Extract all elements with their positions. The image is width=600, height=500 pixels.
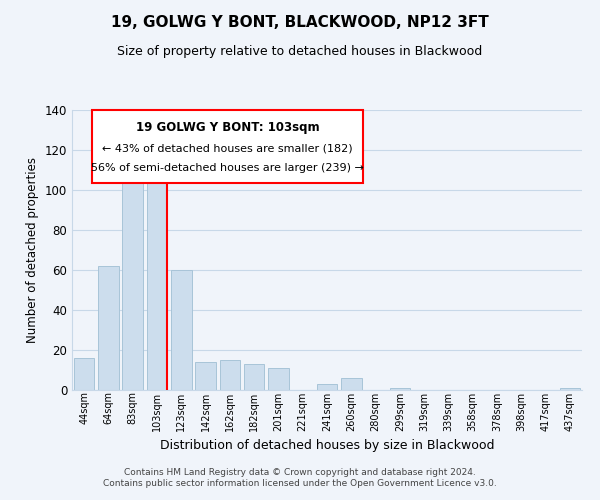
Bar <box>317 384 337 390</box>
FancyBboxPatch shape <box>92 110 363 183</box>
Bar <box>220 360 240 390</box>
Bar <box>146 158 167 390</box>
Text: 19, GOLWG Y BONT, BLACKWOOD, NP12 3FT: 19, GOLWG Y BONT, BLACKWOOD, NP12 3FT <box>111 15 489 30</box>
Bar <box>195 362 216 390</box>
Bar <box>389 388 410 390</box>
Bar <box>98 266 119 390</box>
Text: Size of property relative to detached houses in Blackwood: Size of property relative to detached ho… <box>118 45 482 58</box>
Text: Contains HM Land Registry data © Crown copyright and database right 2024.
Contai: Contains HM Land Registry data © Crown c… <box>103 468 497 487</box>
Bar <box>122 174 143 390</box>
Y-axis label: Number of detached properties: Number of detached properties <box>26 157 39 343</box>
Bar <box>171 270 191 390</box>
Bar <box>244 364 265 390</box>
Bar <box>341 378 362 390</box>
Bar <box>560 388 580 390</box>
Text: 19 GOLWG Y BONT: 103sqm: 19 GOLWG Y BONT: 103sqm <box>136 121 319 134</box>
Text: ← 43% of detached houses are smaller (182): ← 43% of detached houses are smaller (18… <box>102 144 353 154</box>
Bar <box>74 358 94 390</box>
X-axis label: Distribution of detached houses by size in Blackwood: Distribution of detached houses by size … <box>160 439 494 452</box>
Text: 56% of semi-detached houses are larger (239) →: 56% of semi-detached houses are larger (… <box>91 163 364 173</box>
Bar <box>268 368 289 390</box>
